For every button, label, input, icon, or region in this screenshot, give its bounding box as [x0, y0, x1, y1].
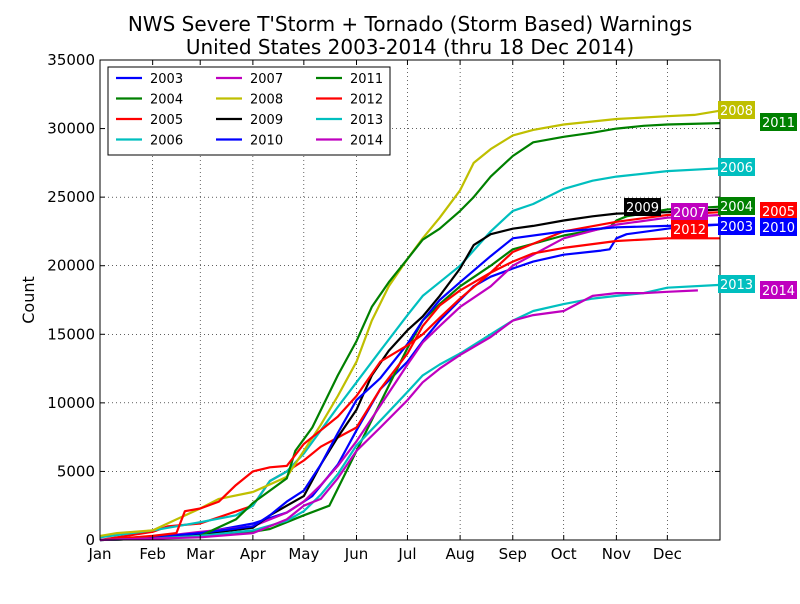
y-tick-label: 5000	[57, 462, 95, 480]
legend-label-2010: 2010	[250, 134, 283, 149]
end-label-bg-2011	[760, 113, 797, 131]
end-label-2003: 2003	[720, 220, 753, 235]
end-label-2008: 2008	[720, 104, 753, 119]
chart-title-line-2: United States 2003-2014 (thru 18 Dec 201…	[186, 35, 634, 59]
end-label-bg-2007	[671, 203, 708, 221]
end-label-bg-2003	[718, 217, 755, 235]
axis-ticks: 0 5000 10000 15000 20000 25000 30000 35000 Jan Fe…	[47, 51, 720, 563]
legend-label-2007: 2007	[250, 72, 283, 87]
series-line-2014	[99, 289, 698, 542]
end-label-bg-2008	[718, 101, 755, 119]
end-label-bg-2006	[718, 158, 755, 176]
legend-label-2014: 2014	[350, 134, 383, 149]
y-tick-label: 20000	[47, 257, 95, 275]
legend-label-2011: 2011	[350, 72, 383, 87]
end-label-bg-2014	[760, 281, 797, 299]
series-line-2009	[99, 208, 721, 542]
chart-title: NWS Severe T'Storm + Tornado (Storm Base…	[128, 12, 692, 59]
x-tick-label: May	[288, 545, 319, 563]
plot-frame	[99, 59, 721, 541]
end-label-bg-2004	[718, 197, 755, 215]
legend: 2003 2004 2005 2006 2007 2008 2009 2010 2011 2012…	[107, 66, 391, 156]
legend-label-2009: 2009	[250, 113, 283, 128]
y-tick-label: 10000	[47, 394, 95, 412]
end-label-2004: 2004	[720, 200, 753, 215]
series-line-2006	[99, 167, 721, 539]
legend-label-2012: 2012	[350, 93, 383, 108]
end-label-2007: 2007	[673, 206, 706, 221]
legend-box	[107, 66, 391, 156]
end-label-bg-2009	[624, 198, 661, 216]
x-tick-label: Sep	[499, 545, 527, 563]
x-tick-label: Dec	[653, 545, 682, 563]
y-axis-label: Count	[19, 276, 38, 324]
series-line-2010	[99, 223, 721, 542]
series-line-2012	[99, 237, 720, 542]
legend-label-2004: 2004	[150, 93, 183, 108]
legend-label-2003: 2003	[150, 72, 183, 87]
series-line-2011	[99, 122, 721, 542]
series-line-2005	[99, 211, 721, 542]
chart-title-line-1: NWS Severe T'Storm + Tornado (Storm Base…	[128, 12, 692, 36]
end-label-2014: 2014	[762, 284, 795, 299]
series-line-2003	[99, 223, 721, 542]
x-tick-label: Nov	[602, 545, 631, 563]
legend-label-2013: 2013	[350, 113, 383, 128]
end-label-2009: 2009	[626, 201, 659, 216]
legend-label-2008: 2008	[250, 93, 283, 108]
end-label-bg-2013	[718, 275, 755, 293]
end-label-2013: 2013	[720, 278, 753, 293]
y-tick-label: 25000	[47, 188, 95, 206]
end-label-bg-2010	[760, 218, 797, 236]
legend-label-2006: 2006	[150, 134, 183, 149]
end-label-bg-2012	[671, 220, 708, 238]
y-tick-label: 15000	[47, 325, 95, 343]
x-tick-label: Jun	[344, 545, 368, 563]
x-tick-label: Jul	[397, 545, 416, 563]
end-label-2006: 2006	[720, 161, 753, 176]
x-tick-label: Apr	[240, 545, 267, 563]
end-label-2011: 2011	[762, 116, 795, 131]
x-tick-label: Oct	[551, 545, 577, 563]
end-label-bg-2005	[760, 202, 797, 220]
y-tick-label: 30000	[47, 120, 95, 138]
y-tick-label: 0	[85, 531, 95, 549]
series-line-2013	[99, 283, 721, 542]
end-label-2012: 2012	[673, 223, 706, 238]
end-labels: 2003 2004 2005 2006 2007 2008 2009 2010 2011 2012…	[624, 101, 797, 299]
x-tick-label: Feb	[139, 545, 166, 563]
legend-label-2005: 2005	[150, 113, 183, 128]
series-lines	[99, 109, 721, 542]
end-label-2005: 2005	[762, 205, 795, 220]
x-tick-label: Mar	[186, 545, 215, 563]
x-tick-label: Aug	[445, 545, 474, 563]
x-tick-label: Jan	[87, 545, 111, 563]
end-label-2010: 2010	[762, 221, 795, 236]
series-line-2007	[99, 213, 721, 542]
y-tick-label: 35000	[47, 51, 95, 69]
